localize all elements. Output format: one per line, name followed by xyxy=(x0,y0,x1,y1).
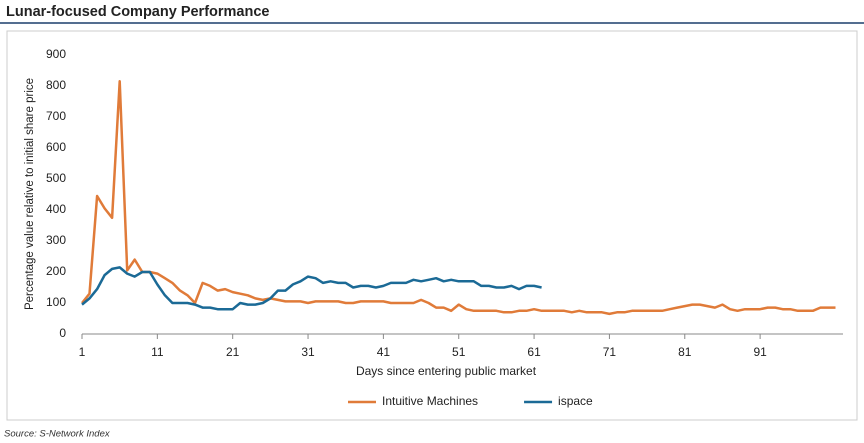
chart-frame xyxy=(6,30,858,421)
y-tick-label: 400 xyxy=(46,202,66,216)
x-tick-label: 61 xyxy=(527,345,541,359)
series-line xyxy=(81,266,542,311)
y-tick-label: 300 xyxy=(46,233,66,247)
x-tick-label: 81 xyxy=(678,345,692,359)
x-tick-label: 11 xyxy=(151,345,164,359)
y-tick-label: 0 xyxy=(59,326,66,340)
source: Source: S-Network Index xyxy=(4,429,111,440)
y-tick-label: 800 xyxy=(46,78,66,92)
x-axis-label: Days since entering public market xyxy=(356,364,537,378)
x-tick-label: 21 xyxy=(226,345,240,359)
y-tick-label: 500 xyxy=(46,171,66,185)
x-tick-label: 71 xyxy=(603,345,617,359)
y-tick-label: 200 xyxy=(46,264,66,278)
x-tick-label: 51 xyxy=(452,345,466,359)
x-tick-label: 91 xyxy=(753,345,767,359)
y-tick-label: 100 xyxy=(46,295,66,309)
y-tick-label: 600 xyxy=(46,140,66,154)
x-tick-label: 31 xyxy=(301,345,315,359)
legend-label: Intuitive Machines xyxy=(382,394,478,408)
y-tick-label: 700 xyxy=(46,109,66,123)
legend-label: ispace xyxy=(558,394,593,408)
x-tick-label: 1 xyxy=(79,345,86,359)
y-axis-label: Percentage value relative to initial sha… xyxy=(24,78,36,310)
y-tick-label: 900 xyxy=(46,47,66,61)
series-line xyxy=(81,80,836,316)
x-tick-label: 41 xyxy=(377,345,391,359)
chart-title: Lunar-focused Company Performance xyxy=(6,4,269,20)
